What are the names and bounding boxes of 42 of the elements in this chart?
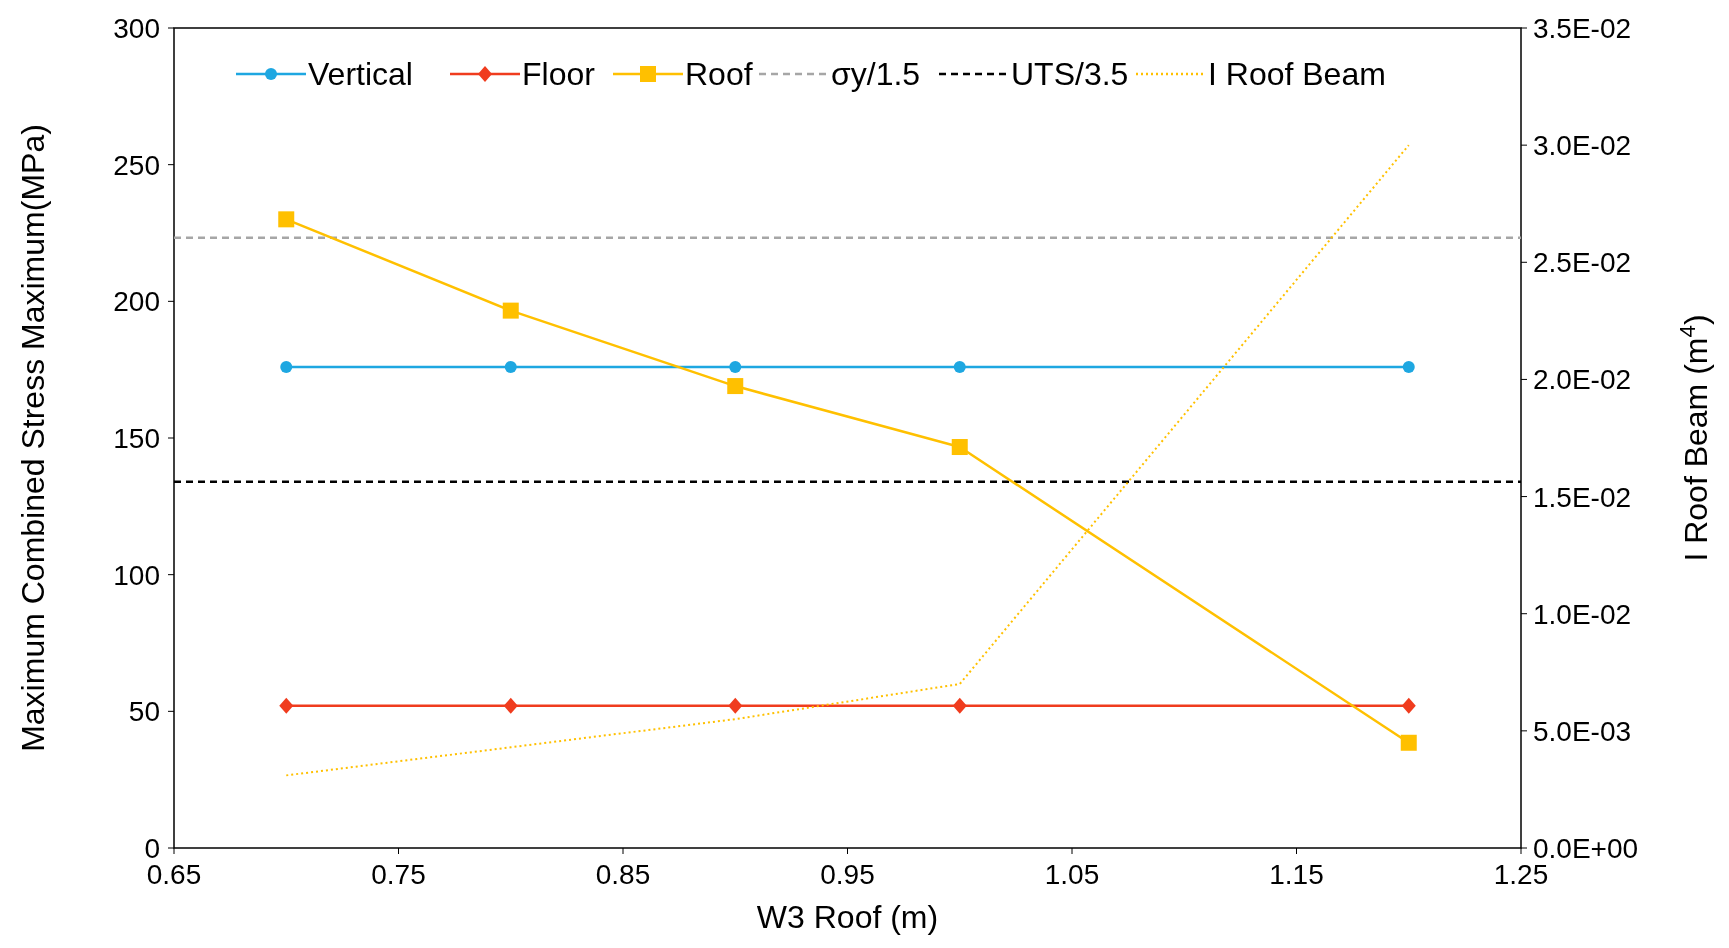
y-tick-label: 150 xyxy=(113,423,160,454)
point xyxy=(503,697,518,714)
y2-tick-label: 1.0E-02 xyxy=(1533,598,1632,630)
y-tick-label: 250 xyxy=(113,149,160,181)
x-tick-label: 0.75 xyxy=(371,859,426,890)
point xyxy=(727,378,744,395)
point xyxy=(502,302,519,319)
y2-tick-label: 5.0E-03 xyxy=(1533,715,1632,747)
legend-label: Roof xyxy=(685,56,753,92)
y-tick-label: 100 xyxy=(113,559,160,591)
point xyxy=(952,697,967,714)
point xyxy=(728,697,743,714)
x-tick-label: 1.15 xyxy=(1269,859,1324,890)
point xyxy=(951,439,968,456)
y2-tick-label: 1.5E-02 xyxy=(1533,481,1632,513)
y-tick-label: 200 xyxy=(113,286,160,318)
point xyxy=(1402,360,1415,373)
point xyxy=(729,360,742,373)
legend-label: σy/1.5 xyxy=(831,56,921,92)
y2-tick-label: 3.0E-02 xyxy=(1533,130,1632,162)
y-tick-label: 300 xyxy=(113,13,160,44)
point xyxy=(280,360,293,373)
point xyxy=(1401,697,1416,714)
point xyxy=(1400,734,1417,751)
x-axis-title: W3 Roof (m) xyxy=(756,899,939,935)
y2-tick-label: 3.5E-02 xyxy=(1533,13,1632,44)
point xyxy=(953,360,966,373)
y-tick-label: 50 xyxy=(128,696,160,728)
point xyxy=(279,697,294,714)
point xyxy=(504,360,517,373)
legend-label: UTS/3.5 xyxy=(1011,56,1129,92)
legend-label: Vertical xyxy=(308,56,413,92)
legend-label: Floor xyxy=(522,56,596,92)
x-tick-label: 0.95 xyxy=(820,859,875,890)
y2-tick-label: 2.0E-02 xyxy=(1533,364,1632,396)
y-axis-title: Maximum Combined Stress Maximum(MPa) xyxy=(15,124,51,752)
x-tick-label: 1.05 xyxy=(1044,859,1100,890)
y2-tick-label: 2.5E-02 xyxy=(1533,247,1632,279)
x-tick-label: 0.85 xyxy=(595,859,651,890)
line-series xyxy=(285,144,1410,777)
point xyxy=(278,211,295,228)
legend-label: I Roof Beam xyxy=(1208,56,1386,92)
